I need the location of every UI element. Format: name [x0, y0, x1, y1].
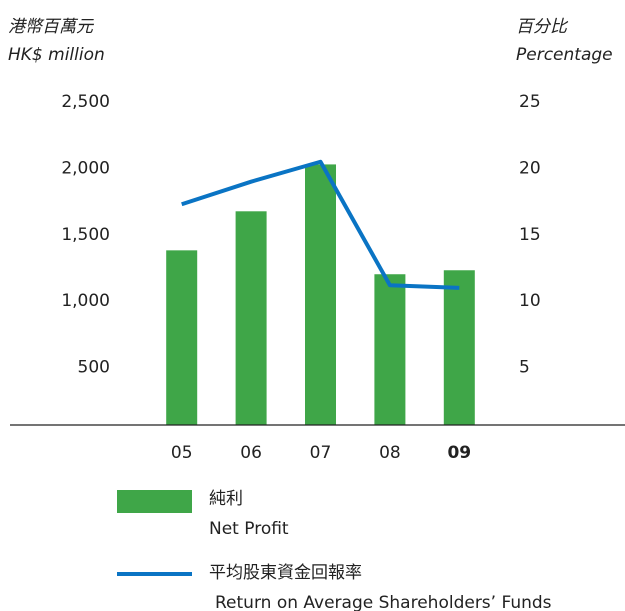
- x-tick-label: 05: [171, 443, 193, 463]
- y2-axis-title: 百分比: [516, 17, 569, 37]
- y2-tick-label: 15: [519, 225, 541, 245]
- bar: [374, 274, 406, 425]
- x-tick-label: 08: [379, 443, 401, 463]
- x-tick-label: 07: [310, 443, 332, 463]
- y2-tick-label: 20: [519, 158, 541, 178]
- bar: [166, 250, 198, 425]
- y-axis-title: 港幣百萬元: [8, 17, 95, 37]
- y2-tick-label: 5: [519, 358, 530, 378]
- legend-label: 平均股東資金回報率: [209, 563, 362, 583]
- legend-label: 純利: [209, 489, 243, 509]
- y2-axis-title: Percentage: [516, 45, 613, 65]
- y-tick-label: 2,000: [61, 158, 110, 178]
- bar: [305, 164, 336, 425]
- line: [181, 159, 460, 290]
- x-tick-label: 09: [447, 443, 471, 463]
- bar: [235, 211, 267, 425]
- y-axis-title: HK$ million: [8, 45, 105, 65]
- x-tick-label: 06: [240, 443, 262, 463]
- y-tick-label: 1,500: [61, 225, 110, 245]
- legend-label: Return on Average Shareholders’ Funds: [215, 593, 552, 611]
- y-tick-label: 1,000: [61, 291, 110, 311]
- y-tick-label: 500: [78, 358, 110, 378]
- bar: [443, 270, 475, 425]
- legend-swatch: [117, 490, 192, 513]
- legend-label: Net Profit: [209, 519, 289, 539]
- y2-tick-label: 25: [519, 92, 541, 112]
- y-tick-label: 2,500: [61, 92, 110, 112]
- y2-tick-label: 10: [519, 291, 541, 311]
